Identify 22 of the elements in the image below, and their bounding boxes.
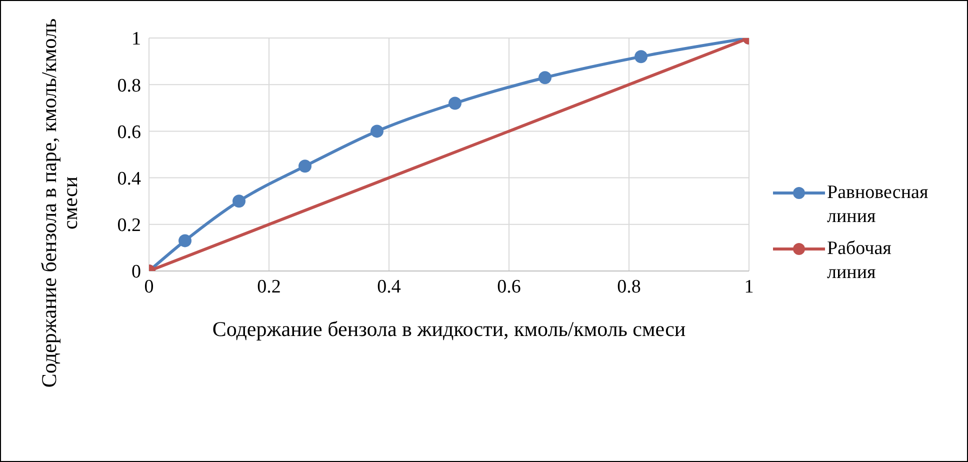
point bbox=[178, 234, 192, 248]
point bbox=[370, 124, 384, 138]
y-axis-title: Содержание бензола в паре, кмоль/кмоль смеси bbox=[36, 18, 82, 388]
y-tick-label: 1 bbox=[132, 28, 141, 50]
y-tick-label: 0.4 bbox=[117, 168, 142, 190]
point bbox=[448, 96, 462, 110]
y-tick-label: 0.2 bbox=[117, 215, 141, 236]
x-tick-label: 0.2 bbox=[257, 276, 281, 298]
point bbox=[538, 71, 552, 84]
x-axis-title: Содержание бензола в жидкости, кмоль/кмоль смеси bbox=[212, 317, 686, 341]
x-tick-label: 0.8 bbox=[617, 276, 641, 298]
legend-label: Рабочая линия bbox=[827, 237, 892, 285]
x-tick-label: 1 bbox=[744, 276, 754, 298]
x-tick-label: 0.4 bbox=[377, 276, 402, 298]
legend-label: Равновесная линия bbox=[827, 181, 930, 229]
x-tick-label: 0.6 bbox=[497, 276, 521, 298]
point bbox=[232, 194, 246, 208]
point bbox=[634, 50, 648, 64]
y-tick-label: 0 bbox=[132, 262, 141, 283]
point bbox=[298, 160, 312, 173]
y-tick-label: 0.6 bbox=[117, 122, 141, 143]
y-tick-label: 0.8 bbox=[117, 75, 141, 96]
